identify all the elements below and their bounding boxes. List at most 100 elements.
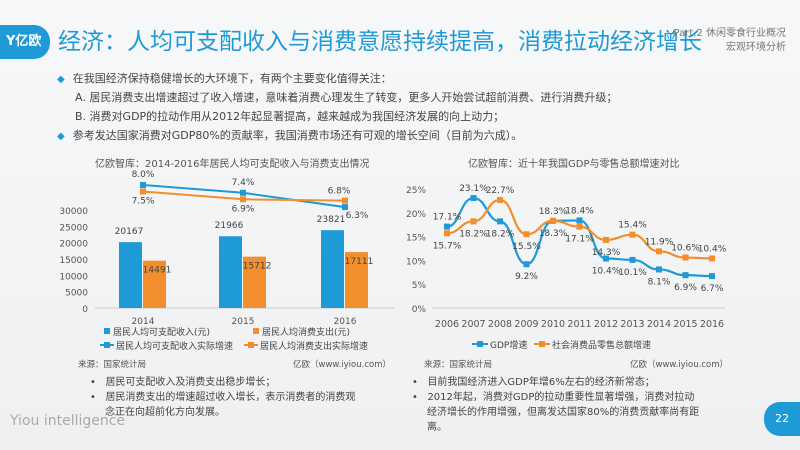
- legend-marker: [477, 341, 483, 347]
- data-label: 15712: [243, 262, 272, 272]
- bar: [119, 242, 142, 308]
- intro-line: ◆ 参考发达国家消费对GDP80%的贡献率，我国消费市场还有可观的增长空间（目前为…: [57, 127, 522, 143]
- section-label: Part.2 休闲零食行业概况 宏观环境分析: [674, 27, 786, 55]
- legend-swatch: [253, 328, 259, 334]
- bar: [219, 236, 242, 308]
- right-credit: 亿欧（www.iyiou.com）: [630, 360, 728, 370]
- left-source: 来源：国家统计局: [78, 360, 147, 370]
- point-label: 18.2%: [459, 229, 488, 239]
- line-marker: [444, 230, 450, 237]
- left-credit: 亿欧（www.iyiou.com）: [293, 360, 391, 370]
- data-label: 17111: [345, 257, 374, 267]
- y-tick-label: 5000: [65, 289, 88, 299]
- point-label: 14.3%: [592, 248, 621, 258]
- point-label: 10.6%: [671, 244, 700, 254]
- line-marker: [709, 255, 715, 262]
- line-marker: [470, 195, 477, 202]
- line-marker: [656, 248, 662, 255]
- x-tick-label: 2009: [514, 319, 538, 330]
- right-source: 来源：国家统计局: [424, 360, 493, 370]
- y-tick-label: 30000: [59, 207, 88, 217]
- diamond-icon: ◆: [57, 74, 65, 85]
- bar: [345, 252, 368, 308]
- right-notes: • 目前我国经济进入GDP年增6%左右的经济新常态； • 2012年起，消费对G…: [412, 375, 702, 435]
- y-tick-label: 5%: [412, 281, 427, 291]
- point-label: 22.7%: [486, 186, 515, 196]
- note-text: 目前我国经济进入GDP年增6%左右的经济新常态；: [427, 377, 655, 388]
- point-label: 23.1%: [459, 184, 488, 194]
- point-label: 10.4%: [698, 244, 727, 254]
- logo: Y亿欧: [0, 25, 50, 59]
- x-tick-label: 2013: [620, 319, 644, 330]
- right-chart-title: 亿欧智库：近十年我国GDP与零售总额增速对比: [468, 159, 680, 170]
- bar: [243, 256, 266, 308]
- point-label: 8.1%: [648, 277, 671, 287]
- line-marker: [656, 266, 662, 273]
- point-label: 15.5%: [512, 242, 541, 252]
- note-item: • 目前我国经济进入GDP年增6%左右的经济新常态；: [412, 377, 655, 388]
- section-name: 宏观环境分析: [726, 42, 786, 53]
- line-marker: [240, 196, 246, 203]
- data-label: 14491: [143, 266, 172, 276]
- line-marker: [470, 218, 477, 225]
- bar: [321, 230, 344, 308]
- x-tick-label: 2008: [488, 319, 512, 330]
- line-marker: [576, 217, 583, 224]
- legend-swatch: [104, 328, 110, 334]
- legend-marker: [104, 342, 110, 348]
- line-marker: [342, 204, 348, 211]
- data-label: 23821: [317, 215, 346, 225]
- point-label: 6.7%: [701, 284, 724, 294]
- intro-line: ◆ 在我国经济保持稳健增长的大环境下，有两个主要变化值得关注：: [57, 70, 392, 86]
- point-label: 6.9%: [674, 283, 697, 293]
- point-label: 18.3%: [539, 207, 568, 217]
- y-tick-label: 25000: [59, 223, 88, 233]
- line-marker: [523, 261, 530, 268]
- y-tick-label: 20000: [59, 240, 88, 250]
- line-label: 6.8%: [328, 187, 351, 197]
- intro-text: 参考发达国家消费对GDP80%的贡献率，我国消费市场还有可观的增长空间（目前为六…: [72, 129, 523, 142]
- point-label: 11.9%: [645, 237, 674, 247]
- left-notes: • 居民可支配收入及消费支出稳步增长； • 居民消费支出的增速超过收入增长，表示…: [90, 375, 360, 420]
- note-item: • 2012年起，消费对GDP的拉动重要性显著增强，消费对拉动经济增长的作用增强…: [412, 392, 700, 433]
- point-label: 18.2%: [486, 229, 515, 239]
- line-marker: [629, 256, 636, 263]
- x-tick-label: 2015: [232, 317, 255, 327]
- x-tick-label: 2006: [435, 319, 459, 330]
- legend-label: 社会消费品零售总额增速: [552, 339, 651, 351]
- x-tick-label: 2016: [334, 317, 357, 327]
- x-tick-label: 2011: [567, 319, 591, 330]
- line-marker: [629, 231, 636, 238]
- data-label: 20167: [115, 227, 144, 237]
- y-tick-label: 10000: [59, 272, 88, 282]
- legend-label: 居民人均可支配收入实际增速: [116, 340, 233, 352]
- x-tick-label: 2016: [700, 319, 724, 330]
- y-tick-label: 0: [82, 305, 88, 315]
- note-item: • 居民消费支出的增速超过收入增长，表示消费者的消费观念正在向超前化方向发展。: [90, 392, 356, 418]
- diamond-icon: ◆: [57, 131, 65, 142]
- note-item: • 居民可支配收入及消费支出稳步增长；: [90, 377, 276, 388]
- point-label: 10.4%: [592, 266, 621, 276]
- note-text: 居民消费支出的增速超过收入增长，表示消费者的消费观念正在向超前化方向发展。: [105, 392, 356, 418]
- y-tick-label: 0%: [412, 305, 427, 315]
- line-label: 7.5%: [132, 197, 155, 207]
- line-marker: [709, 273, 715, 280]
- line-label: 6.3%: [346, 211, 369, 221]
- line-marker: [682, 272, 689, 279]
- point-label: 15.4%: [618, 221, 647, 231]
- point-label: 18.4%: [565, 206, 594, 216]
- x-tick-label: 2015: [673, 319, 697, 330]
- line-marker: [550, 217, 556, 224]
- x-tick-label: 2012: [594, 319, 618, 330]
- legend-label: 居民人均可支配收入(元): [113, 326, 210, 338]
- line-marker: [576, 223, 583, 230]
- point-label: 17.1%: [565, 235, 594, 245]
- line-marker: [682, 254, 689, 261]
- point-label: 15.7%: [433, 241, 462, 251]
- gdp-chart: 0% 5% 10% 15% 20% 25% 2006 2007 2008 2009 2010 2011…: [406, 184, 727, 351]
- y-tick-label: 10%: [406, 257, 426, 267]
- legend-label: GDP增速: [490, 339, 527, 351]
- line-marker: [603, 255, 609, 262]
- line-marker: [603, 236, 609, 243]
- point-label: 10.1%: [618, 268, 647, 278]
